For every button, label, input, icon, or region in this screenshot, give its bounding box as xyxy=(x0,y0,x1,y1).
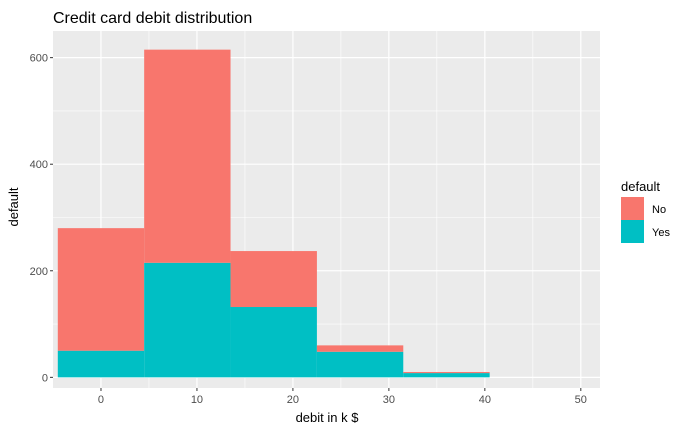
bar-yes-bin-3 xyxy=(316,351,404,378)
bar-yes-bin-4 xyxy=(403,373,490,378)
x-tick-label: 40 xyxy=(479,394,491,406)
legend-label-yes: Yes xyxy=(652,227,670,239)
x-tick-label: 30 xyxy=(383,394,395,406)
chart-title: Credit card debit distribution xyxy=(53,10,252,27)
legend-key-yes xyxy=(621,220,644,243)
bar-no-bin-2 xyxy=(230,251,317,308)
bars-group xyxy=(57,49,490,378)
x-tick-label: 50 xyxy=(575,394,587,406)
x-axis-title: debit in k $ xyxy=(296,410,360,425)
bar-yes-bin-2 xyxy=(230,307,317,378)
y-axis-title: default xyxy=(6,187,21,226)
bar-no-bin-4 xyxy=(403,372,490,374)
legend-key-no xyxy=(621,197,644,220)
y-tick-label: 0 xyxy=(42,372,48,384)
x-tick-label: 0 xyxy=(98,394,104,406)
y-tick-label: 600 xyxy=(30,53,48,65)
bar-no-bin-0 xyxy=(57,228,145,351)
legend-title: default xyxy=(621,179,660,194)
legend: default No Yes xyxy=(621,179,670,243)
y-tick-label: 200 xyxy=(30,266,48,278)
bar-no-bin-1 xyxy=(144,49,231,263)
bar-yes-bin-0 xyxy=(57,350,145,378)
axis-ticks: 0 10 20 30 40 50 0 200 400 600 xyxy=(30,53,587,406)
x-tick-label: 10 xyxy=(191,394,203,406)
bar-yes-bin-1 xyxy=(144,262,231,378)
bar-no-bin-3 xyxy=(316,345,404,352)
legend-label-no: No xyxy=(652,204,666,216)
x-tick-label: 20 xyxy=(287,394,299,406)
y-tick-label: 400 xyxy=(30,159,48,171)
